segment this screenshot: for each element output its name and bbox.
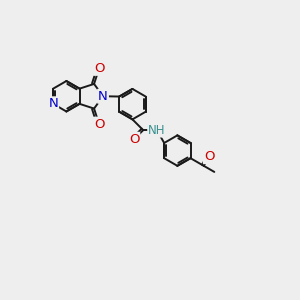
Text: O: O xyxy=(94,62,104,75)
Text: N: N xyxy=(48,98,58,110)
Text: NH: NH xyxy=(148,124,166,136)
Text: O: O xyxy=(94,118,104,131)
Text: O: O xyxy=(129,133,139,146)
Text: O: O xyxy=(204,150,214,163)
Text: N: N xyxy=(98,90,108,103)
